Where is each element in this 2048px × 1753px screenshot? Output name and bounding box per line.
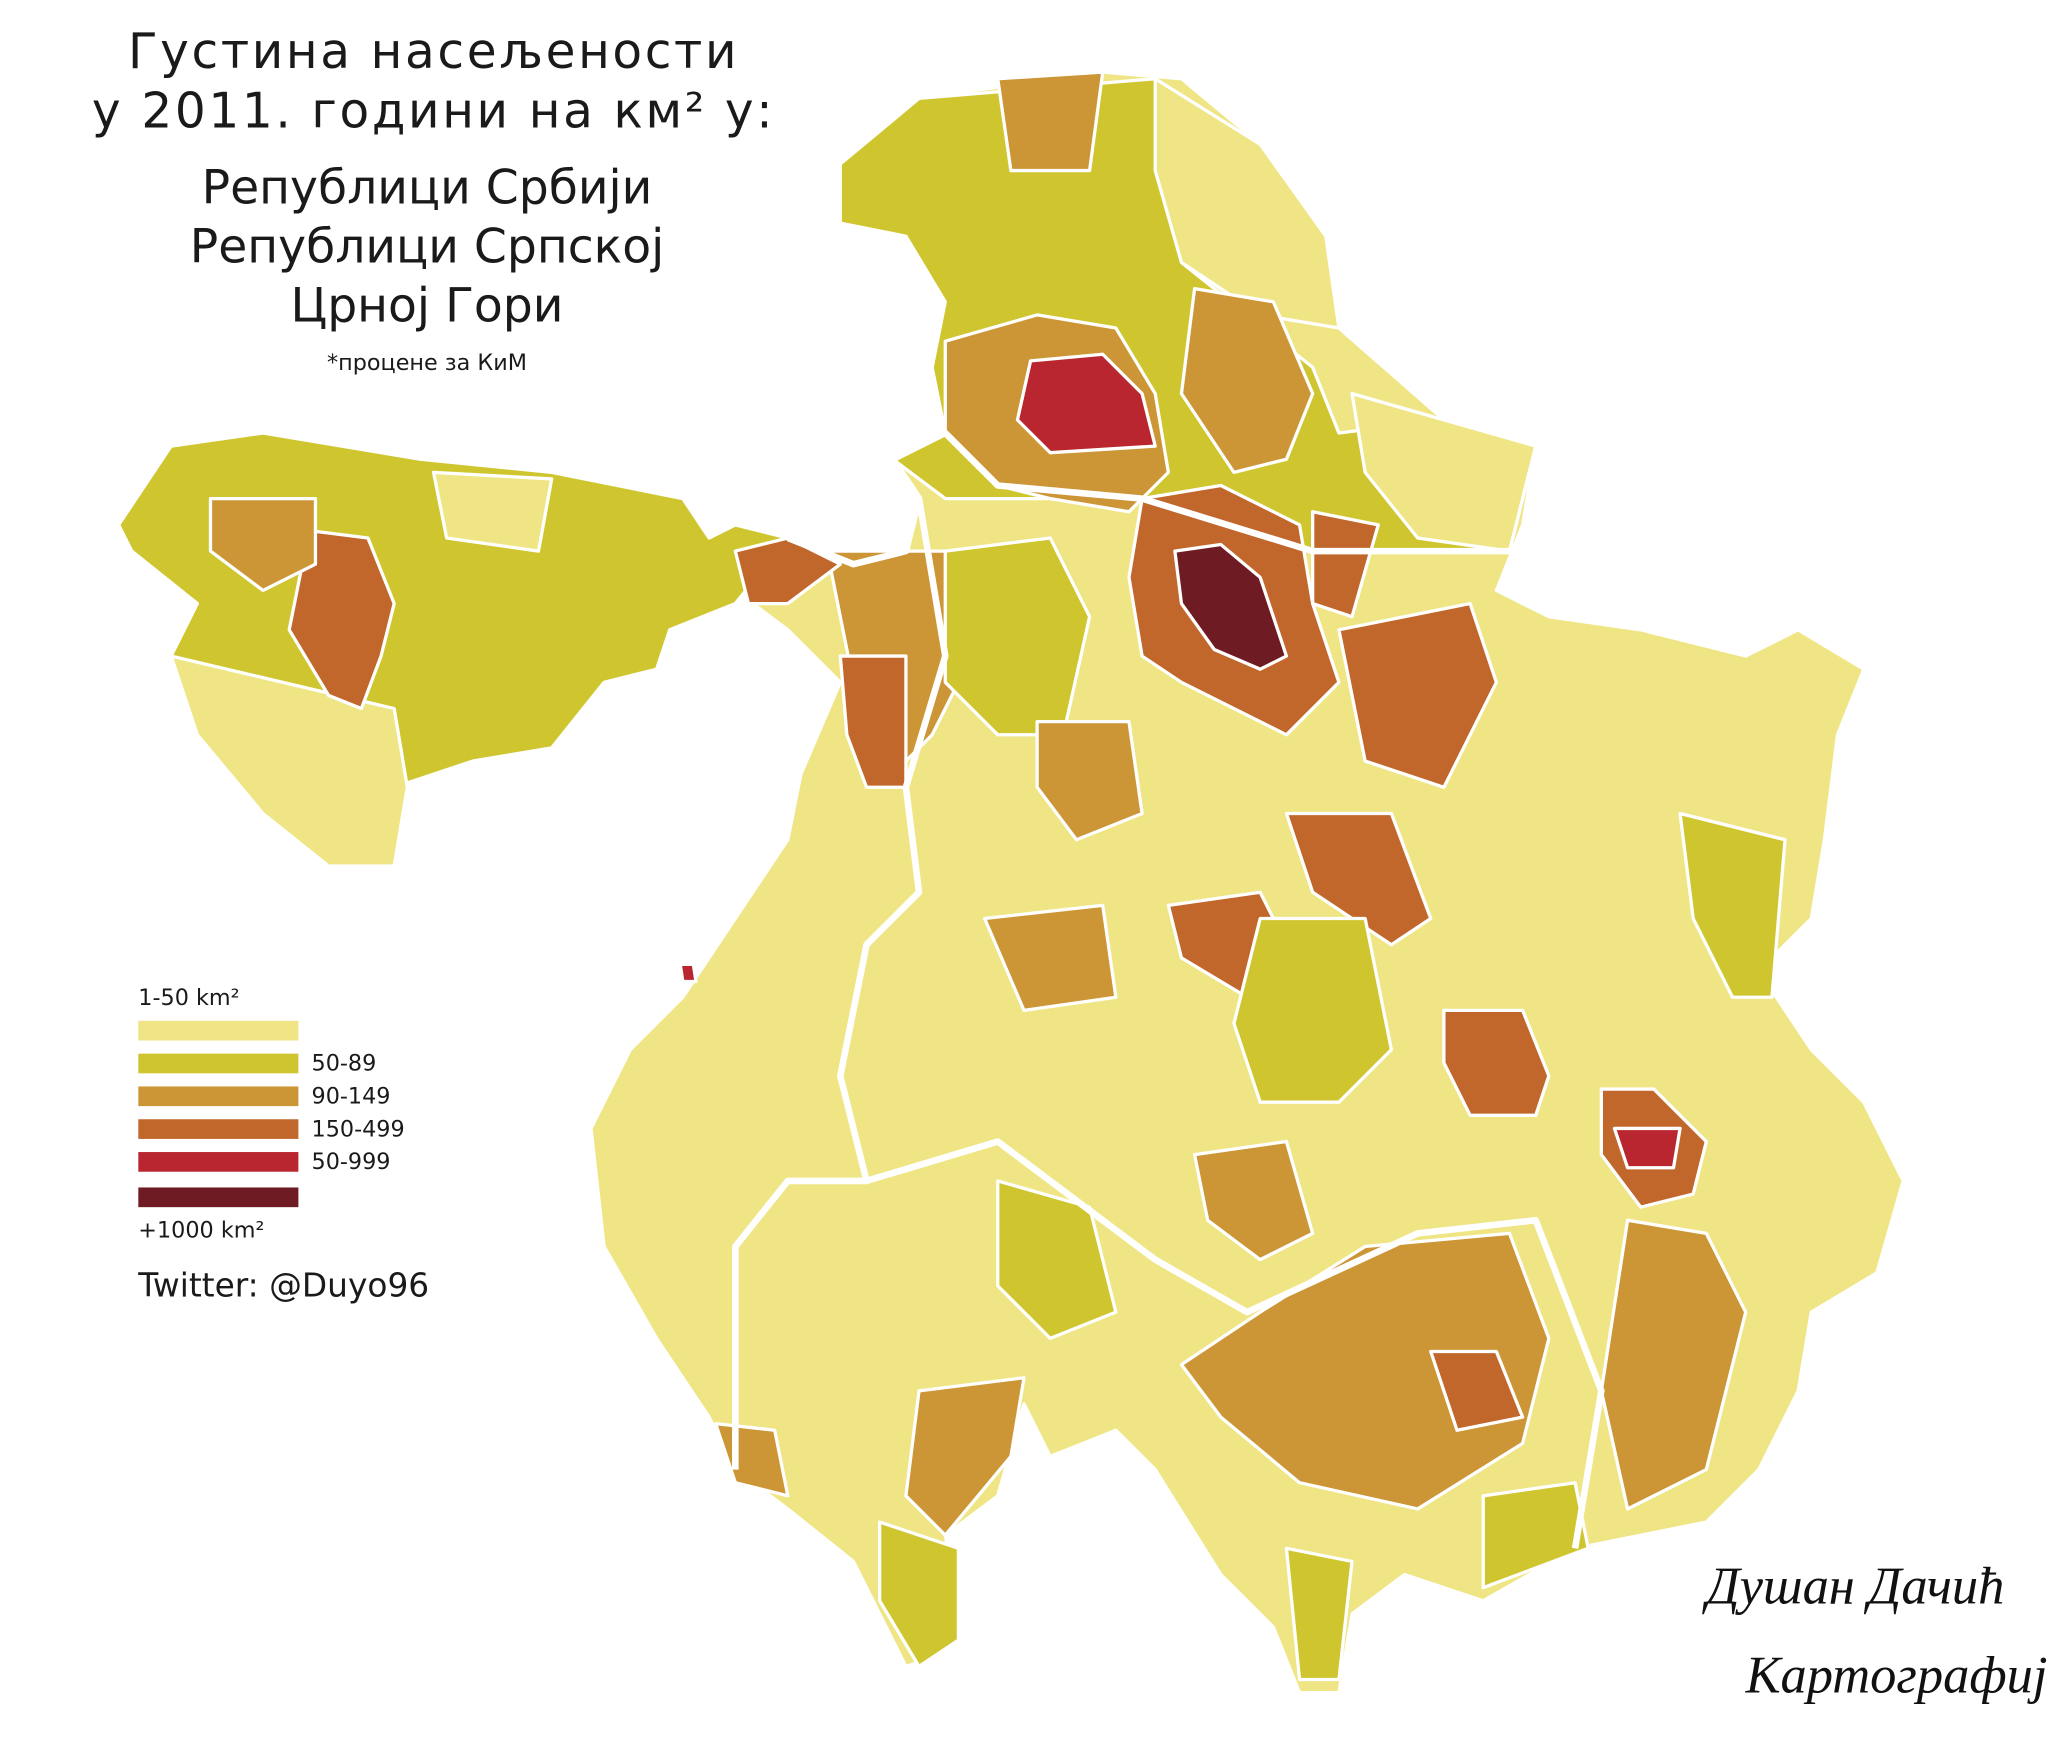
region <box>1179 1231 1551 1511</box>
legend-label: 50-999 <box>312 1149 391 1175</box>
region <box>714 1422 790 1498</box>
region <box>1429 1349 1525 1432</box>
legend-swatch <box>138 1086 299 1107</box>
border-line <box>732 498 949 1470</box>
region <box>1035 720 1144 842</box>
legend: 1-50 km² 50-89 90-149 150-499 50-999 +1000 km… <box>138 985 405 1243</box>
region <box>1179 287 1315 475</box>
map-regions <box>116 70 1905 1695</box>
legend-swatch <box>138 1152 299 1172</box>
signature: Картографија <box>1745 1647 2048 1705</box>
region <box>982 903 1118 1012</box>
region <box>169 654 409 868</box>
legend-label: 90-149 <box>312 1083 391 1109</box>
region <box>1173 542 1289 671</box>
region <box>287 529 396 711</box>
region <box>1192 1139 1315 1262</box>
region <box>1612 1126 1682 1170</box>
region <box>733 536 842 606</box>
region <box>1153 77 1341 330</box>
legend-label: +1000 km² <box>138 1217 264 1243</box>
region <box>1015 352 1157 455</box>
legend-swatch <box>138 1053 299 1074</box>
legend-label: 50-89 <box>312 1051 377 1077</box>
region <box>1284 811 1433 947</box>
signature: Душан Дачић <box>1701 1557 2004 1615</box>
country-borders <box>732 429 1605 1549</box>
region <box>1337 601 1499 789</box>
region <box>904 1376 1026 1537</box>
title-line: у 2011. години на км² у: <box>92 83 775 139</box>
border-line <box>786 429 1510 568</box>
subtitle-line: Републици Српској <box>190 219 664 274</box>
credit: Twitter: @Duyo96 <box>137 1266 429 1304</box>
region <box>1442 1008 1551 1117</box>
region <box>431 470 554 553</box>
region <box>1232 916 1394 1104</box>
region <box>1678 811 1787 999</box>
note: *процене за КиМ <box>327 350 527 376</box>
legend-swatch <box>138 1119 299 1139</box>
title-line: Густина насељености <box>128 24 739 80</box>
region <box>838 654 908 789</box>
subtitle-line: Црној Гори <box>291 278 564 333</box>
legend-swatch <box>138 1187 299 1208</box>
region <box>208 496 318 593</box>
subtitle-line: Републици Србији <box>202 160 653 215</box>
region <box>1311 510 1380 619</box>
legend-swatch <box>138 1020 299 1041</box>
region <box>678 962 698 984</box>
region <box>878 1520 961 1669</box>
legend-label: 1-50 km² <box>138 985 239 1011</box>
region <box>996 70 1105 173</box>
border-line <box>865 1138 1605 1549</box>
legend-label: 150-499 <box>312 1116 405 1142</box>
region <box>1481 1481 1590 1590</box>
region <box>1284 1546 1354 1682</box>
